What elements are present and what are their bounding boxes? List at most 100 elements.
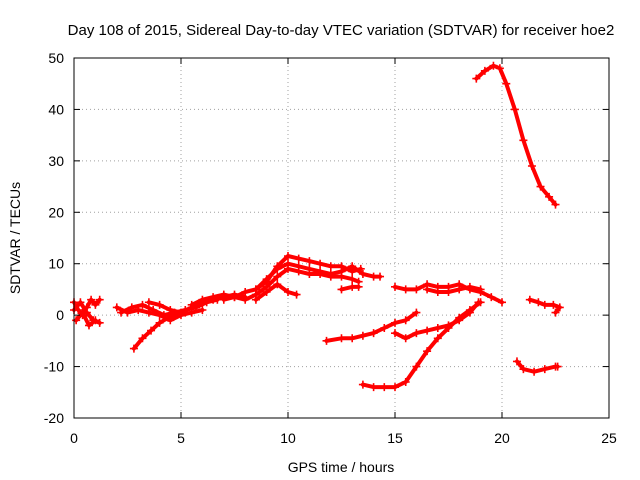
data-point xyxy=(262,288,271,296)
data-point xyxy=(354,282,363,291)
data-point xyxy=(380,383,389,392)
data-point xyxy=(412,308,421,317)
series-arc-j xyxy=(251,252,365,294)
y-tick-label: 50 xyxy=(48,50,64,66)
data-point xyxy=(138,334,147,343)
data-point xyxy=(555,303,564,312)
data-point xyxy=(553,362,562,371)
data-point xyxy=(112,303,121,312)
data-point xyxy=(423,326,432,335)
y-tick-label: 30 xyxy=(48,153,64,169)
data-point xyxy=(433,324,442,332)
y-axis-label: SDTVAR / TECUs xyxy=(7,182,23,294)
data-point xyxy=(358,380,367,389)
y-tick-label: 10 xyxy=(48,256,64,272)
data-point xyxy=(305,270,314,278)
data-point xyxy=(155,300,164,309)
data-point xyxy=(540,300,549,309)
y-tick-label: 0 xyxy=(56,307,64,323)
x-tick-label: 20 xyxy=(494,430,510,446)
data-point xyxy=(251,295,260,304)
data-point xyxy=(444,288,453,296)
data-point xyxy=(129,344,138,353)
data-point xyxy=(536,182,545,191)
x-tick-label: 15 xyxy=(387,430,403,446)
y-tick-label: -10 xyxy=(44,359,64,375)
data-point xyxy=(551,308,560,317)
data-point xyxy=(348,267,357,276)
series-line xyxy=(74,310,98,328)
data-point xyxy=(495,64,504,73)
series-arc-k xyxy=(251,280,301,304)
plot-frame xyxy=(73,57,610,419)
x-tick-label: 10 xyxy=(280,430,296,446)
series-arc-c xyxy=(72,308,100,330)
data-point xyxy=(144,298,153,307)
x-tick-label: 5 xyxy=(177,430,185,446)
chart-title: Day 108 of 2015, Sidereal Day-to-day VTE… xyxy=(68,22,615,39)
x-tick-label: 25 xyxy=(601,430,617,446)
data-point xyxy=(412,285,421,294)
data-point xyxy=(423,285,432,294)
data-point xyxy=(358,331,367,340)
data-point xyxy=(465,306,474,314)
data-point xyxy=(241,295,250,304)
data-point xyxy=(322,336,331,345)
data-point xyxy=(534,298,543,307)
data-point xyxy=(337,334,346,343)
data-point xyxy=(401,316,410,325)
data-point xyxy=(510,105,519,114)
data-point xyxy=(127,303,136,312)
data-point xyxy=(316,259,325,268)
axis-ticks: 0 5 10 15 20 25 -20 -10 0 10 20 30 40 50 xyxy=(44,50,617,446)
y-tick-label: 40 xyxy=(48,101,64,117)
data-point xyxy=(95,318,104,327)
data-point xyxy=(527,162,536,170)
data-point xyxy=(262,277,271,286)
data-point xyxy=(78,308,87,317)
data-point xyxy=(284,264,292,273)
data-point xyxy=(502,79,511,88)
data-point xyxy=(530,367,539,376)
data-point xyxy=(489,61,498,70)
data-point xyxy=(292,290,301,299)
data-point xyxy=(540,365,549,374)
data-point xyxy=(401,285,410,294)
data-point xyxy=(273,262,282,271)
series-arc-s xyxy=(512,357,562,376)
data-point xyxy=(356,264,365,273)
data-point xyxy=(549,300,558,309)
data-point xyxy=(219,295,228,304)
x-tick-label: 0 xyxy=(70,430,78,446)
data-point xyxy=(72,316,81,325)
data-point xyxy=(230,293,239,302)
data-point xyxy=(159,311,168,320)
data-point xyxy=(472,74,481,83)
data-point xyxy=(241,288,250,296)
data-point xyxy=(476,298,485,307)
data-point xyxy=(348,275,357,284)
data-point xyxy=(198,295,207,304)
data-point xyxy=(91,300,100,309)
data-point xyxy=(147,326,156,335)
data-point xyxy=(498,298,506,307)
series-arc-o xyxy=(423,282,485,296)
data-point xyxy=(294,254,303,263)
data-point xyxy=(401,378,410,386)
data-point xyxy=(251,285,260,294)
data-point xyxy=(369,383,378,392)
data-point xyxy=(138,300,147,309)
data-series xyxy=(70,61,564,392)
data-point xyxy=(358,270,367,278)
data-point xyxy=(391,383,399,392)
data-point xyxy=(305,257,314,266)
series-arc-r xyxy=(472,61,560,209)
grid xyxy=(74,58,609,418)
y-tick-label: -20 xyxy=(44,410,64,426)
data-point xyxy=(117,308,126,317)
data-point xyxy=(155,318,164,327)
y-tick-label: 20 xyxy=(48,204,64,220)
series-arc-t xyxy=(525,295,564,317)
data-point xyxy=(512,357,521,366)
